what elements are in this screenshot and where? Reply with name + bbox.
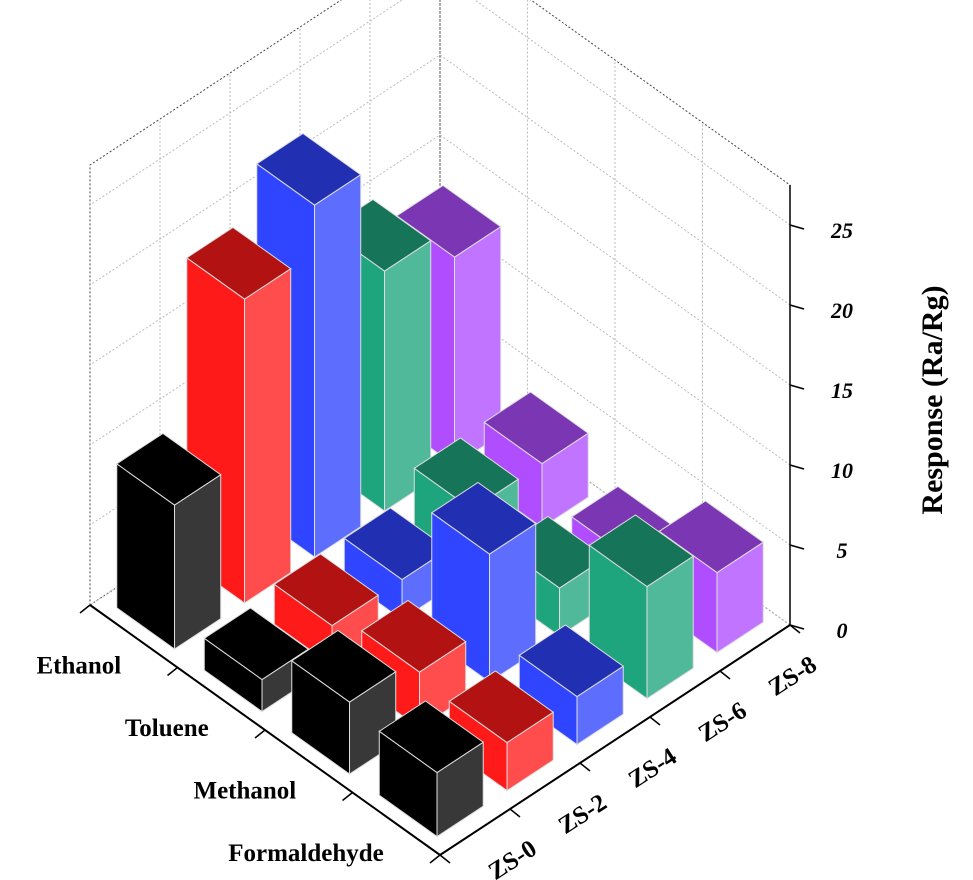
bar-top (378, 700, 485, 774)
axis-tick (719, 670, 731, 680)
z-tick-label: 5 (837, 538, 848, 563)
back-wall (89, 0, 441, 606)
axis-tick (579, 762, 591, 772)
axis-tick (167, 666, 178, 677)
bar-top (185, 226, 292, 300)
grid-line (89, 54, 791, 306)
axis-tick (342, 791, 353, 802)
bar (518, 624, 625, 746)
category-label: Methanol (193, 777, 296, 804)
category-label: Ethanol (36, 652, 121, 679)
bar-top (413, 437, 520, 511)
z-tick (789, 624, 805, 630)
z-tick-label: 10 (831, 458, 853, 483)
z-axis-label: Response (Ra/Rg) (916, 285, 949, 514)
series-label: ZS-0 (484, 835, 542, 880)
axis-tick (254, 729, 266, 739)
bar-top (360, 599, 467, 673)
bar-top (290, 629, 397, 703)
bar-top (255, 132, 362, 206)
bar (290, 629, 397, 776)
z-tick (789, 464, 805, 470)
axis-tick (789, 624, 801, 634)
axis-tick (649, 716, 661, 726)
bar-top (658, 500, 765, 574)
z-tick (789, 224, 805, 230)
category-label: Formaldehyde (228, 840, 384, 867)
bar-top (430, 481, 537, 555)
bar-top (115, 432, 222, 506)
bar-top (273, 553, 380, 627)
grid-line (89, 0, 791, 226)
axis-tick (79, 604, 91, 614)
bar (483, 391, 590, 529)
series-label: ZS-2 (554, 789, 612, 840)
z-tick (789, 304, 805, 310)
z-tick-label: 15 (831, 378, 853, 403)
z-tick-label: 0 (837, 618, 848, 643)
z-tick (789, 544, 805, 550)
bar-top (483, 391, 590, 465)
series-label: ZS-6 (694, 697, 752, 748)
bar-side (314, 173, 362, 558)
bar-top (588, 514, 695, 588)
series-axis (439, 624, 791, 856)
bar (378, 700, 485, 838)
series-label: ZS-4 (624, 743, 682, 794)
bar-top (448, 670, 555, 744)
bar-top (395, 184, 502, 258)
series-label: ZS-8 (764, 651, 822, 702)
bar (115, 432, 222, 651)
axis-tick (439, 854, 451, 864)
bar (430, 481, 537, 684)
category-label: Toluene (125, 715, 209, 742)
z-tick-label: 20 (830, 298, 853, 323)
bar-side (244, 267, 292, 604)
bar-top (518, 624, 625, 698)
axis-tick (429, 854, 441, 864)
z-tick-label: 25 (830, 218, 853, 243)
z-tick (789, 384, 805, 390)
axis-tick (509, 808, 521, 818)
bar-top (203, 607, 310, 681)
